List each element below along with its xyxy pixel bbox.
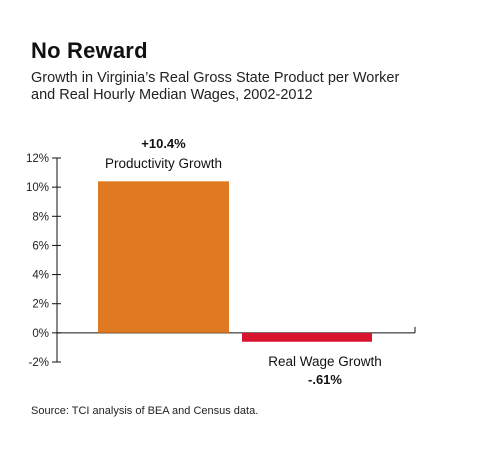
y-tick-label: 2%	[32, 299, 49, 311]
subtitle-line-1: Growth in Virginia’s Real Gross State Pr…	[31, 70, 400, 86]
y-tick-label: -2%	[29, 357, 49, 369]
chart-subtitle: Growth in Virginia’s Real Gross State Pr…	[31, 70, 471, 104]
category-label-productivity: Productivity Growth	[105, 156, 222, 171]
y-tick-label: 4%	[32, 270, 49, 282]
y-tick-label: 8%	[32, 211, 49, 223]
subtitle-line-2: and Real Hourly Median Wages, 2002-2012	[31, 87, 313, 103]
category-label-wage: Real Wage Growth	[268, 354, 382, 369]
y-tick-label: 10%	[26, 182, 49, 194]
chart-title: No Reward	[31, 38, 148, 63]
bar-0	[98, 181, 229, 333]
y-tick-label: 0%	[32, 328, 49, 340]
y-tick-label: 12%	[26, 153, 49, 165]
y-tick-label: 6%	[32, 240, 49, 252]
source-note: Source: TCI analysis of BEA and Census d…	[31, 405, 259, 417]
value-label-wage: -.61%	[308, 372, 342, 387]
value-label-productivity: +10.4%	[141, 136, 186, 151]
bar-1	[242, 332, 372, 342]
